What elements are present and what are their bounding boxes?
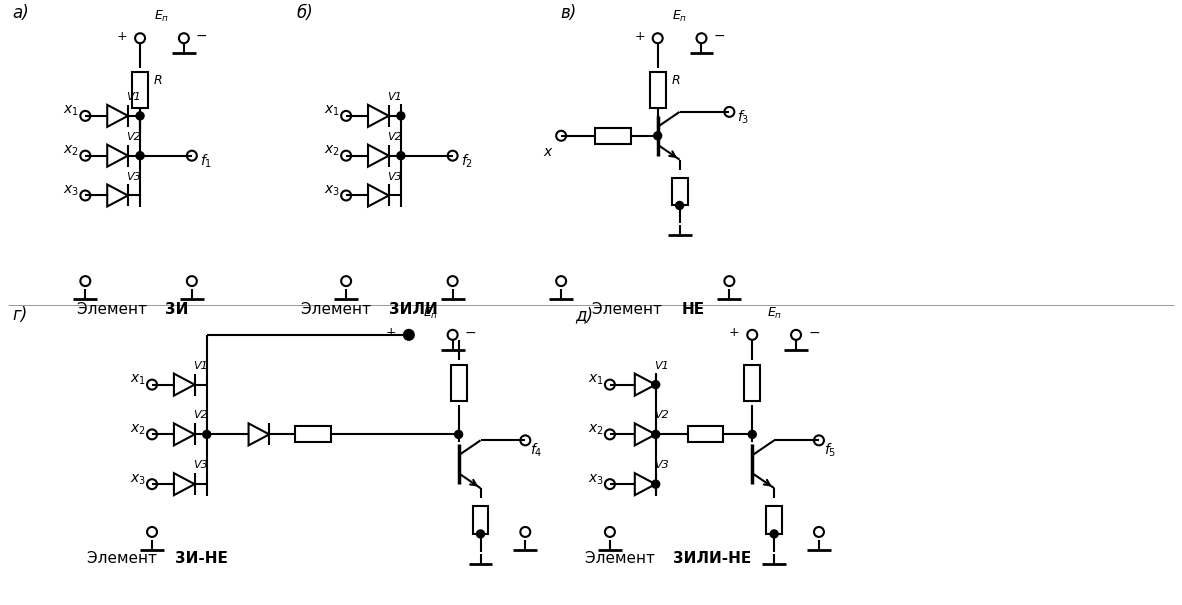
Circle shape — [651, 430, 660, 439]
Text: $f_5$: $f_5$ — [824, 441, 836, 459]
Circle shape — [203, 430, 210, 439]
Circle shape — [405, 331, 413, 339]
Text: $f_4$: $f_4$ — [531, 441, 543, 459]
Text: V3: V3 — [387, 172, 402, 182]
Text: а): а) — [13, 4, 30, 22]
Bar — [296, 427, 331, 442]
Polygon shape — [635, 473, 656, 495]
Text: $E_п$: $E_п$ — [766, 306, 781, 321]
Polygon shape — [248, 424, 269, 445]
Text: $x_3$: $x_3$ — [587, 472, 604, 486]
Text: д): д) — [576, 306, 593, 324]
Text: $x_3$: $x_3$ — [130, 472, 147, 486]
Text: $f_2$: $f_2$ — [461, 152, 473, 170]
Text: +: + — [729, 326, 740, 339]
Text: V3: V3 — [193, 460, 208, 470]
Circle shape — [651, 381, 660, 388]
Circle shape — [748, 430, 756, 439]
Text: 3И-НЕ: 3И-НЕ — [175, 551, 228, 566]
Text: $x_1$: $x_1$ — [130, 373, 145, 387]
Text: $x$: $x$ — [544, 145, 554, 159]
Polygon shape — [368, 145, 389, 166]
Circle shape — [397, 112, 405, 120]
Text: $x_1$: $x_1$ — [324, 104, 340, 118]
Bar — [745, 365, 760, 401]
Polygon shape — [174, 424, 195, 445]
Circle shape — [455, 430, 462, 439]
Text: $x_2$: $x_2$ — [587, 422, 604, 437]
Bar — [132, 72, 148, 108]
Text: Элемент: Элемент — [77, 302, 152, 318]
Text: V1: V1 — [387, 92, 402, 102]
Text: НЕ: НЕ — [682, 302, 704, 318]
Circle shape — [136, 152, 144, 160]
Text: +: + — [117, 30, 128, 43]
Text: 3ИЛИ-НЕ: 3ИЛИ-НЕ — [673, 551, 751, 566]
Bar — [766, 506, 782, 534]
Bar — [450, 365, 467, 401]
Polygon shape — [108, 145, 128, 166]
Circle shape — [676, 201, 683, 209]
Polygon shape — [174, 374, 195, 396]
Text: V2: V2 — [126, 132, 141, 142]
Text: 3И: 3И — [165, 302, 188, 318]
Text: R: R — [671, 74, 681, 87]
Text: V2: V2 — [193, 410, 208, 420]
Circle shape — [654, 132, 662, 140]
Text: R: R — [154, 74, 163, 87]
Circle shape — [651, 480, 660, 488]
Text: Элемент: Элемент — [301, 302, 376, 318]
Text: V2: V2 — [387, 132, 402, 142]
Text: +: + — [385, 326, 396, 339]
Polygon shape — [174, 473, 195, 495]
Text: $x_1$: $x_1$ — [64, 104, 79, 118]
Bar — [671, 178, 688, 206]
Text: $E_п$: $E_п$ — [155, 9, 170, 24]
Text: $x_3$: $x_3$ — [324, 183, 340, 198]
Text: V3: V3 — [126, 172, 141, 182]
Circle shape — [771, 530, 778, 538]
Bar — [688, 427, 723, 442]
Text: −: − — [808, 326, 820, 340]
Bar — [650, 72, 665, 108]
Text: в): в) — [560, 4, 577, 22]
Text: V2: V2 — [654, 410, 669, 420]
Text: Элемент: Элемент — [87, 551, 162, 566]
Polygon shape — [108, 105, 128, 127]
Text: −: − — [465, 326, 476, 340]
Bar — [595, 128, 631, 144]
Text: +: + — [635, 30, 645, 43]
Circle shape — [136, 112, 144, 120]
Polygon shape — [108, 185, 128, 206]
Bar — [473, 506, 488, 534]
Polygon shape — [368, 105, 389, 127]
Text: V1: V1 — [126, 92, 141, 102]
Text: Элемент: Элемент — [592, 302, 667, 318]
Text: $f_1$: $f_1$ — [200, 152, 212, 170]
Text: 3ИЛИ: 3ИЛИ — [389, 302, 437, 318]
Text: г): г) — [13, 306, 28, 324]
Text: −: − — [714, 29, 726, 43]
Text: −: − — [196, 29, 208, 43]
Text: $x_2$: $x_2$ — [324, 143, 340, 158]
Text: $x_3$: $x_3$ — [64, 183, 79, 198]
Text: V1: V1 — [654, 361, 669, 371]
Text: $x_2$: $x_2$ — [64, 143, 79, 158]
Text: $E_п$: $E_п$ — [423, 306, 439, 321]
Text: V3: V3 — [654, 460, 669, 470]
Circle shape — [476, 530, 485, 538]
Text: б): б) — [297, 4, 313, 22]
Text: $x_1$: $x_1$ — [587, 373, 604, 387]
Polygon shape — [368, 185, 389, 206]
Polygon shape — [635, 424, 656, 445]
Text: V1: V1 — [193, 361, 208, 371]
Text: $x_2$: $x_2$ — [130, 422, 145, 437]
Text: Элемент: Элемент — [585, 551, 660, 566]
Circle shape — [397, 152, 405, 160]
Polygon shape — [635, 374, 656, 396]
Text: $E_п$: $E_п$ — [671, 9, 687, 24]
Text: $f_3$: $f_3$ — [738, 109, 749, 126]
